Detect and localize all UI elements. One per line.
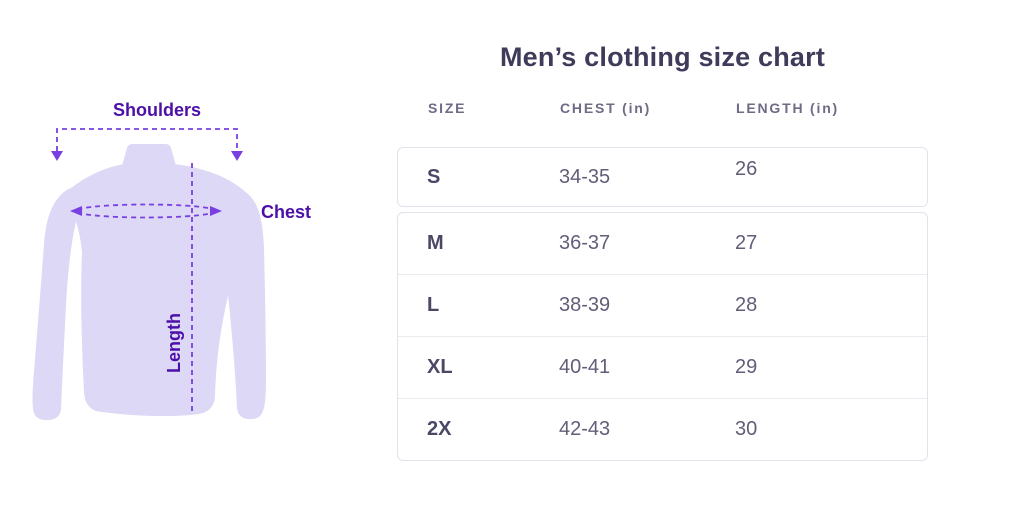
table-row: 2X 42-43 30	[398, 398, 927, 460]
length-cell: 27	[735, 232, 758, 254]
column-header-size: SIZE	[428, 100, 467, 116]
chest-cell: 36-37	[559, 232, 611, 254]
shirt-illustration-svg	[32, 128, 266, 421]
size-cell: M	[427, 232, 444, 254]
chest-right-arrow-icon	[210, 206, 222, 216]
shoulders-label: Shoulders	[112, 100, 201, 120]
shirt-collar-shape	[122, 144, 176, 170]
size-cell: L	[427, 294, 440, 316]
table-row: M 36-37 27	[398, 213, 927, 274]
shirt-measurement-illustration: Shoulders Chest Length	[0, 0, 360, 514]
page-title: Men’s clothing size chart	[499, 42, 826, 72]
shoulders-bracket-line	[56, 128, 238, 151]
table-row: S 34-35 26	[398, 148, 927, 206]
length-cell: 26	[735, 157, 758, 180]
column-header-length: LENGTH (in)	[736, 100, 840, 116]
length-cell: 28	[735, 294, 758, 316]
shirt-body-shape	[64, 164, 250, 417]
column-header-chest: CHEST (in)	[560, 100, 652, 116]
size-row-card-first: S 34-35 26	[397, 147, 928, 207]
length-cell: 29	[735, 356, 758, 378]
chest-cell: 42-43	[559, 418, 611, 440]
chest-label: Chest	[261, 202, 312, 222]
shoulders-right-arrow-icon	[231, 151, 243, 161]
length-cell: 30	[735, 418, 758, 440]
chest-cell: 34-35	[559, 165, 611, 188]
shoulders-left-arrow-icon	[51, 151, 63, 161]
size-cell: S	[427, 165, 441, 188]
table-row: L 38-39 28	[398, 274, 927, 336]
table-row: XL 40-41 29	[398, 336, 927, 398]
shirt-left-sleeve-shape	[32, 186, 96, 421]
shirt-right-sleeve-shape	[197, 189, 266, 420]
chest-left-arrow-icon	[70, 206, 82, 216]
chest-cell: 38-39	[559, 294, 611, 316]
size-row-card-rest: M 36-37 27 L 38-39 28 XL 40-41 29 2X 42-43 30	[397, 212, 928, 461]
size-cell: 2X	[427, 418, 452, 440]
chest-cell: 40-41	[559, 356, 611, 378]
size-cell: XL	[427, 356, 453, 378]
